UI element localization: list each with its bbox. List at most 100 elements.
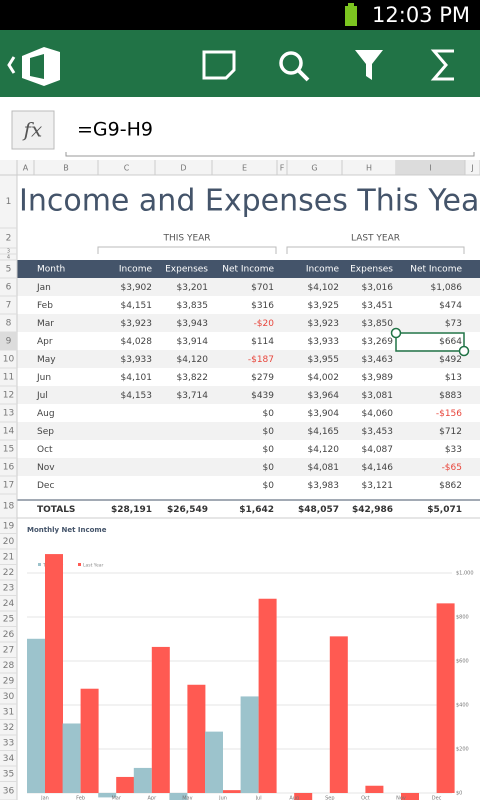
table-cell: $3,822 [177, 373, 209, 383]
clock: 12:03 PM [372, 3, 470, 27]
table-header: Expenses [165, 265, 208, 275]
row-number: 30 [3, 692, 15, 702]
y-tick-label: $200 [456, 747, 469, 753]
table-cell: $3,923 [121, 319, 153, 329]
bar [45, 554, 63, 793]
table-cell: $3,850 [362, 319, 394, 329]
x-tick-label: Aug [289, 796, 299, 801]
row-number: 23 [3, 583, 14, 593]
selected-cell [395, 332, 465, 352]
formula-text: =G9-H9 [77, 119, 153, 141]
table-cell: $4,087 [362, 445, 394, 455]
bar [98, 793, 117, 798]
bar [294, 793, 313, 800]
table-cell: $4,165 [308, 427, 340, 437]
bar [436, 603, 455, 793]
selection-handle [390, 327, 402, 339]
office-logo[interactable] [22, 47, 60, 86]
table-cell: $3,451 [362, 301, 394, 311]
table-cell: $3,081 [362, 391, 394, 401]
totals-cell: $5,071 [427, 505, 462, 515]
row-shade [17, 350, 480, 368]
row-number: 13 [3, 409, 14, 419]
table-cell: $4,002 [308, 373, 340, 383]
row-number: 9 [6, 337, 12, 347]
table-cell: $701 [251, 283, 274, 293]
chart: Monthly Net Income $0 $200 $400 $600 $800 $1,0… [18, 519, 480, 800]
column-header-bar [0, 160, 480, 175]
row-number: 7 [6, 301, 12, 311]
table-cell: $3,902 [121, 283, 153, 293]
row-number: 4 [7, 255, 10, 261]
comment-icon[interactable] [202, 50, 236, 80]
table-cell: $0 [263, 463, 275, 473]
x-tick-label: Dec [432, 796, 442, 801]
table-cell: $0 [263, 409, 275, 419]
x-tick-label: Sep [325, 796, 334, 801]
row-number: 14 [3, 427, 15, 437]
bar [223, 790, 241, 793]
table-cell: $114 [251, 337, 274, 347]
legend-label: Last Year [83, 563, 103, 569]
table-cell: $4,151 [121, 301, 153, 311]
group-label: THIS YEAR [162, 234, 210, 244]
fx-button[interactable] [11, 110, 55, 150]
row-number: 29 [3, 676, 15, 686]
back-icon[interactable] [7, 56, 16, 74]
bar [169, 793, 188, 800]
sheet-title: Income and Expenses This Year [19, 184, 480, 219]
column-header: E [242, 164, 247, 173]
column-header-selected [396, 160, 465, 175]
table-cell: $4,153 [121, 391, 153, 401]
search-handle [296, 68, 310, 82]
row-shade [17, 422, 480, 440]
table-cell: $3,453 [362, 427, 394, 437]
legend-swatch [78, 563, 81, 566]
totals-cell: $28,191 [111, 505, 152, 515]
bar [116, 776, 135, 793]
table-cell: $3,925 [308, 301, 340, 311]
battery-tip [348, 3, 354, 6]
x-tick-label: Jul [255, 796, 262, 801]
table-cell: $474 [439, 301, 462, 311]
totals-cell: $1,642 [239, 505, 274, 515]
column-header: F [280, 164, 285, 173]
row-number: 21 [3, 552, 14, 562]
table-cell: $4,120 [308, 445, 340, 455]
row-header-selected [0, 332, 17, 350]
row-number: 35 [3, 769, 14, 779]
table-cell: $3,904 [308, 409, 340, 419]
row-number: 15 [3, 445, 14, 455]
table-cell: Oct [37, 445, 53, 455]
legend-swatch [38, 563, 41, 566]
sum-icon[interactable] [430, 49, 454, 81]
table-cell: Sep [37, 427, 54, 437]
table-cell: $439 [251, 391, 274, 401]
column-header: I [429, 164, 431, 173]
row-number: 22 [3, 568, 14, 578]
table-cell: $4,081 [308, 463, 340, 473]
totals-cell: $26,549 [167, 505, 208, 515]
bar [187, 684, 206, 793]
table-cell: $3,201 [177, 283, 209, 293]
y-tick-label: $800 [456, 615, 469, 621]
search-icon[interactable] [279, 51, 303, 75]
table-cell: Dec [37, 481, 54, 491]
row-header-bar [0, 160, 17, 800]
column-header: D [180, 164, 186, 173]
column-header: B [63, 164, 69, 173]
row-number: 36 [3, 786, 15, 796]
table-cell: $3,714 [177, 391, 209, 401]
table-cell: Feb [37, 301, 53, 311]
table-header: Net Income [222, 265, 274, 275]
bar [80, 688, 99, 793]
table-cell: $3,933 [308, 337, 340, 347]
table-cell: $1,086 [431, 283, 463, 293]
table-cell: $712 [439, 427, 462, 437]
filter-icon[interactable] [355, 50, 383, 80]
row-number: 18 [3, 502, 15, 512]
row-number: 5 [6, 265, 12, 275]
table-cell: Jan [36, 283, 51, 293]
formula-underline [65, 152, 475, 157]
